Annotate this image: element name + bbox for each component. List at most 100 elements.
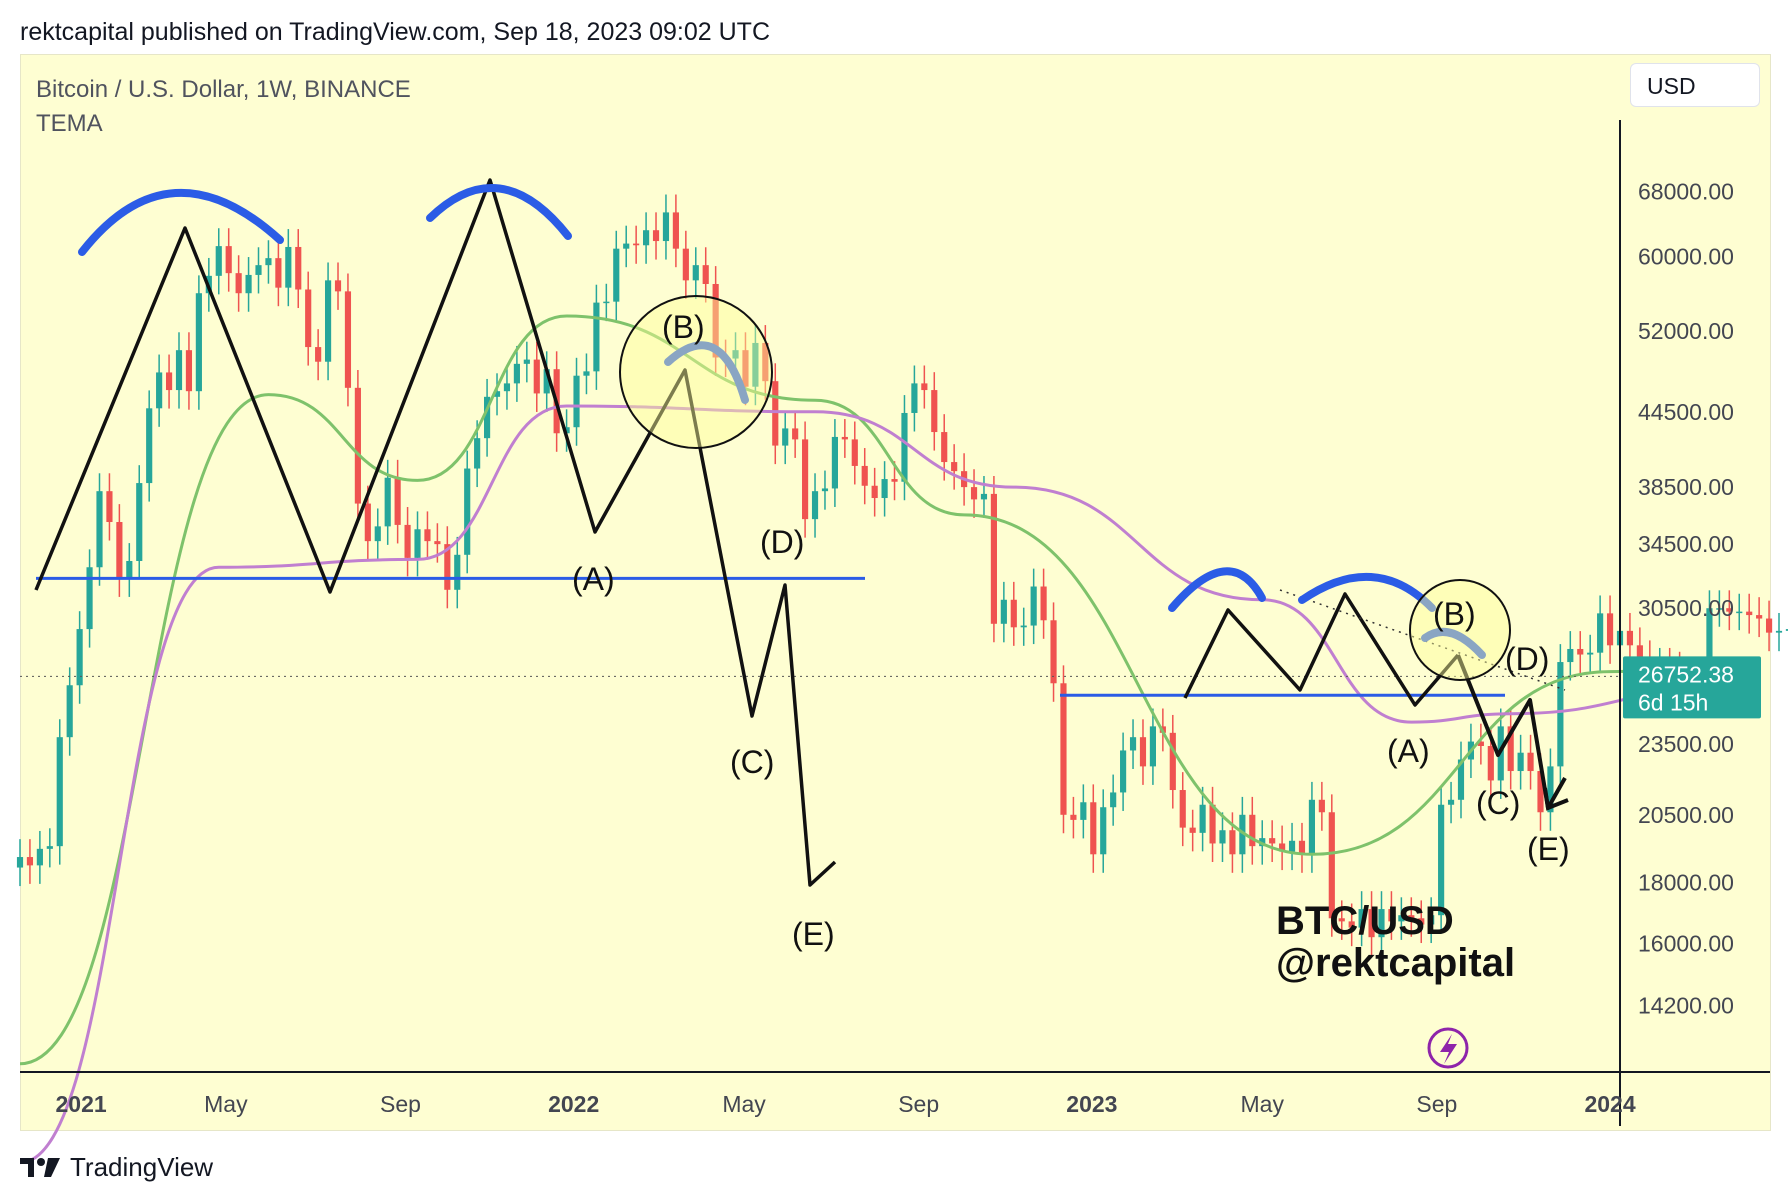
candle-body (1110, 792, 1117, 808)
candle (702, 247, 709, 303)
candle (76, 611, 83, 704)
candle (414, 511, 421, 577)
candle (315, 329, 322, 381)
candle (623, 225, 630, 268)
candle (255, 247, 262, 294)
candle-body (682, 248, 689, 281)
symbol-title: Bitcoin / U.S. Dollar, 1W, BINANCE (36, 76, 411, 103)
candle-body (921, 383, 928, 391)
candle (970, 469, 978, 518)
wave-label: (B) (662, 309, 705, 345)
candle (295, 229, 302, 309)
candle-body (354, 387, 361, 504)
candle (613, 230, 620, 321)
candle-body (1149, 726, 1156, 767)
candle-body (1279, 843, 1286, 852)
candle (1179, 772, 1186, 847)
candle-body (941, 432, 948, 463)
candle (1785, 629, 1788, 631)
candle-body (1706, 608, 1713, 684)
candle (1149, 708, 1156, 785)
candle (1398, 897, 1405, 940)
currency-button[interactable]: USD (1630, 63, 1760, 107)
candle-body (1050, 620, 1057, 684)
candle (901, 395, 908, 501)
candle-body (1398, 915, 1405, 922)
x-tick-label: Sep (1416, 1091, 1457, 1117)
candle-body (96, 491, 103, 568)
candle-body (1269, 838, 1276, 844)
candle-body (344, 291, 352, 388)
lightning-icon-ring (1427, 1027, 1469, 1069)
candle-body (1477, 741, 1484, 746)
candle (861, 448, 868, 505)
candle (931, 372, 938, 451)
candle-body (126, 560, 133, 579)
candle-body (881, 479, 888, 499)
candle (126, 543, 133, 597)
candle-body (702, 265, 709, 284)
candle (1507, 708, 1514, 790)
candle-body (861, 465, 868, 486)
candle (1070, 796, 1077, 839)
candle (265, 240, 272, 284)
candle (424, 511, 431, 560)
candle-body (1756, 615, 1763, 619)
candle (821, 470, 829, 510)
candle (394, 459, 401, 544)
candle (1477, 723, 1484, 765)
candle-body (593, 302, 600, 372)
candle (1557, 644, 1564, 785)
candle (762, 325, 769, 400)
candle-body (1298, 840, 1306, 855)
tradingview-logo[interactable]: TradingView (20, 1150, 213, 1184)
candle-body (245, 274, 252, 294)
candle (980, 476, 988, 518)
candle (513, 345, 520, 402)
chart-panel (20, 54, 1771, 1131)
highlight-circle (1409, 579, 1511, 681)
candle-body (742, 350, 749, 387)
candle-body (414, 529, 421, 558)
candles-layer (16, 194, 1788, 956)
tradingview-brand: TradingView (70, 1151, 214, 1182)
candle (454, 536, 461, 609)
candle (46, 828, 53, 868)
candle (106, 473, 113, 541)
candle-body (285, 246, 292, 288)
candle-body (384, 477, 391, 527)
candle-body (454, 554, 461, 590)
candle (1378, 891, 1385, 956)
candle-body (1785, 629, 1788, 631)
candle (1517, 734, 1524, 790)
candle-body (324, 280, 332, 362)
candle-body (156, 372, 163, 409)
candle (175, 332, 183, 409)
candle-body (1547, 766, 1554, 813)
moving-average-purple (19, 404, 1730, 1165)
candle-body (46, 846, 53, 849)
candle-body (951, 462, 958, 472)
candle-body (633, 243, 640, 246)
candle-body (563, 427, 570, 434)
x-tick-label: Sep (380, 1091, 421, 1117)
candle-body (841, 436, 848, 440)
candle (1000, 581, 1007, 643)
candle-body (404, 524, 411, 558)
y-tick-label: 20500.00 (1638, 802, 1734, 828)
candle-body (1199, 804, 1206, 833)
candle-body (1388, 909, 1395, 922)
candle-body (662, 212, 670, 242)
candle-body (1090, 802, 1097, 855)
candle-body (1328, 812, 1335, 919)
candle (662, 194, 670, 260)
candle-body (901, 412, 908, 482)
candle-body (623, 243, 630, 249)
candle (136, 465, 143, 580)
candle (1110, 774, 1117, 826)
y-tick-label: 68000.00 (1638, 178, 1734, 204)
candle-body (484, 396, 491, 439)
price-badge-bg (1623, 656, 1761, 719)
